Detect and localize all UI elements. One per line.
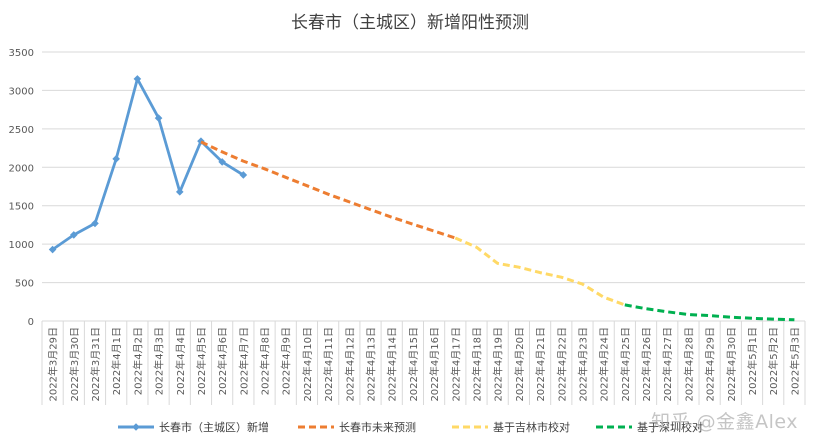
y-tick-label: 500 [15, 279, 34, 290]
x-tick-label: 2022年4月18日 [470, 327, 483, 402]
x-tick-label: 2022年4月26日 [640, 327, 653, 402]
data-point [175, 188, 184, 196]
x-tick-label: 2022年5月1日 [746, 327, 759, 395]
data-point [48, 245, 57, 254]
data-point [133, 75, 142, 83]
x-tick-label: 2022年4月14日 [386, 327, 399, 402]
x-tick-label: 2022年4月30日 [725, 327, 738, 402]
y-tick-label: 3000 [9, 86, 34, 97]
data-point [154, 114, 163, 122]
series-line [200, 140, 456, 240]
x-tick-label: 2022年4月4日 [174, 327, 187, 395]
series-line [624, 303, 795, 322]
x-tick-label: 2022年5月3日 [788, 327, 801, 395]
data-point [239, 171, 248, 179]
x-tick-label: 2022年3月31日 [89, 327, 102, 402]
x-tick-label: 2022年4月22日 [555, 327, 568, 402]
x-tick-label: 2022年4月27日 [661, 327, 674, 402]
x-tick-label: 2022年4月6日 [216, 327, 229, 395]
data-point [218, 158, 226, 166]
x-tick-label: 2022年4月17日 [449, 327, 462, 402]
x-tick-label: 2022年4月2日 [131, 327, 144, 395]
y-tick-label: 1500 [9, 202, 34, 213]
x-tick-label: 2022年3月30日 [68, 327, 81, 402]
y-tick-label: 3500 [9, 48, 34, 59]
watermark-text: 知乎 @金鑫Alex [651, 411, 798, 433]
x-tick-label: 2022年4月21日 [534, 327, 547, 402]
x-tick-label: 2022年4月15日 [407, 327, 420, 402]
x-tick-label: 2022年4月29日 [704, 327, 717, 402]
series-line [454, 236, 626, 307]
x-tick-label: 2022年4月13日 [365, 327, 378, 402]
x-tick-label: 2022年4月16日 [428, 327, 441, 402]
x-tick-label: 2022年4月19日 [492, 327, 505, 402]
legend-label: 长春市未来预测 [339, 420, 416, 434]
x-tick-label: 2022年5月2日 [767, 327, 780, 395]
x-tick-label: 2022年4月7日 [237, 327, 250, 395]
data-point [69, 231, 78, 239]
y-tick-label: 2000 [9, 163, 34, 174]
y-tick-label: 0 [28, 317, 34, 328]
x-tick-label: 2022年4月8日 [259, 327, 272, 395]
x-tick-label: 2022年4月10日 [301, 327, 314, 402]
series-line [51, 77, 245, 251]
data-point [91, 219, 99, 228]
legend-marker [132, 423, 140, 431]
x-tick-label: 2022年4月3日 [153, 327, 166, 395]
legend-label: 基于吉林市校对 [493, 420, 570, 434]
x-tick-label: 2022年4月28日 [682, 327, 695, 402]
x-tick-label: 2022年4月5日 [195, 327, 208, 395]
chart-title: 长春市（主城区）新增阳性预测 [291, 13, 529, 33]
data-point [112, 155, 120, 163]
legend-label: 长春市（主城区）新增 [159, 420, 269, 434]
legend-label: 基于深圳校对 [637, 420, 703, 434]
x-tick-label: 2022年4月20日 [513, 327, 526, 402]
x-tick-label: 2022年4月23日 [576, 327, 589, 402]
x-tick-label: 2022年3月29日 [47, 327, 60, 402]
x-tick-label: 2022年4月11日 [322, 327, 335, 402]
y-tick-label: 1000 [9, 240, 34, 251]
x-tick-label: 2022年4月12日 [343, 327, 356, 402]
data-point [197, 137, 205, 145]
x-tick-label: 2022年4月1日 [110, 327, 123, 395]
x-tick-label: 2022年4月24日 [598, 327, 611, 402]
y-tick-label: 2500 [9, 125, 34, 136]
x-tick-label: 2022年4月25日 [619, 327, 632, 402]
x-tick-label: 2022年4月9日 [280, 327, 293, 395]
